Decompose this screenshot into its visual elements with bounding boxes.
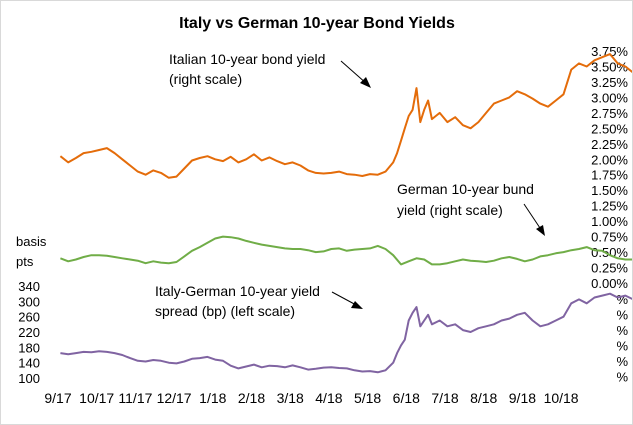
series-line-1 bbox=[60, 235, 632, 266]
x-tick-label: 6/18 bbox=[393, 390, 420, 406]
chart-title: Italy vs German 10-year Bond Yields bbox=[179, 15, 455, 32]
left-tick-label: 300 bbox=[18, 294, 40, 309]
x-tick-label: 3/18 bbox=[277, 390, 304, 406]
right-tick-label: 2.00% bbox=[591, 152, 628, 167]
x-tick-label: 12/17 bbox=[157, 390, 192, 406]
series-line-0 bbox=[59, 53, 632, 179]
right-tick-label: 0.25% bbox=[591, 261, 628, 276]
annotation-spread-line-2: spread (bp) (left scale) bbox=[155, 303, 295, 319]
right-tick-label: 1.50% bbox=[591, 183, 628, 198]
right-tick-label: 1.00% bbox=[591, 214, 628, 229]
annotation-italy-line-2: (right scale) bbox=[169, 71, 242, 87]
left-axis-label-line-2: pts bbox=[16, 254, 34, 269]
right-tick-label: 3.00% bbox=[591, 90, 628, 105]
right-lower-tick-label: % bbox=[616, 354, 628, 369]
x-tick-label: 8/18 bbox=[470, 390, 497, 406]
right-tick-label: 0.75% bbox=[591, 230, 628, 245]
left-tick-label: 100 bbox=[18, 371, 40, 386]
left-tick-label: 220 bbox=[18, 325, 40, 340]
left-tick-label: 340 bbox=[18, 279, 40, 294]
x-tick-label: 2/18 bbox=[238, 390, 265, 406]
right-tick-label: 0.00% bbox=[591, 276, 628, 291]
right-tick-label: 2.75% bbox=[591, 106, 628, 121]
right-tick-label: 0.50% bbox=[591, 245, 628, 260]
annotation-spread-line-1: Italy-German 10-year yield bbox=[155, 283, 320, 299]
x-tick-label: 10/17 bbox=[79, 390, 114, 406]
right-lower-tick-label: % bbox=[616, 292, 628, 307]
x-tick-label: 4/18 bbox=[315, 390, 342, 406]
series-line-2 bbox=[60, 292, 632, 374]
x-tick-label: 1/18 bbox=[199, 390, 226, 406]
right-tick-label: 2.50% bbox=[591, 121, 628, 136]
right-tick-label: 2.25% bbox=[591, 137, 628, 152]
annotation-italy-line-1: Italian 10-year bond yield bbox=[169, 51, 325, 67]
annotation-german-arrow bbox=[523, 203, 545, 236]
x-axis-ticks: 9/17 10/17 11/17 12/17 1/18 2/18 3/18 4/18 5/18 6… bbox=[44, 390, 578, 406]
x-tick-label: 10/18 bbox=[544, 390, 579, 406]
right-tick-label: 1.75% bbox=[591, 168, 628, 183]
right-tick-label: 3.50% bbox=[591, 59, 628, 74]
right-lower-tick-label: % bbox=[616, 308, 628, 323]
left-axis-label-line-1: basis bbox=[16, 234, 47, 249]
right-axis-ticks: 0.00%0.25%0.50%0.75%1.00%1.25%1.50%1.75%… bbox=[591, 44, 628, 291]
right-lower-tick-label: % bbox=[616, 339, 628, 354]
annotation-spread-arrow bbox=[331, 291, 363, 309]
left-tick-label: 140 bbox=[18, 356, 40, 371]
x-tick-label: 7/18 bbox=[431, 390, 458, 406]
right-tick-label: 3.25% bbox=[591, 75, 628, 90]
right-tick-label: 1.25% bbox=[591, 199, 628, 214]
x-tick-label: 5/18 bbox=[354, 390, 381, 406]
right-axis-lower-ticks: %%%%%% bbox=[616, 292, 628, 385]
left-tick-label: 260 bbox=[18, 310, 40, 325]
x-tick-label: 9/18 bbox=[509, 390, 536, 406]
left-tick-label: 180 bbox=[18, 340, 40, 355]
annotation-german-line-2: yield (right scale) bbox=[397, 202, 503, 218]
series-layer bbox=[59, 53, 632, 374]
right-lower-tick-label: % bbox=[616, 370, 628, 385]
annotation-italy-arrow bbox=[340, 60, 371, 88]
right-lower-tick-label: % bbox=[616, 323, 628, 338]
x-tick-label: 11/17 bbox=[118, 390, 152, 406]
right-tick-label: 3.75% bbox=[591, 44, 628, 59]
annotation-german-line-1: German 10-year bund bbox=[397, 181, 534, 197]
x-tick-label: 9/17 bbox=[44, 390, 71, 406]
